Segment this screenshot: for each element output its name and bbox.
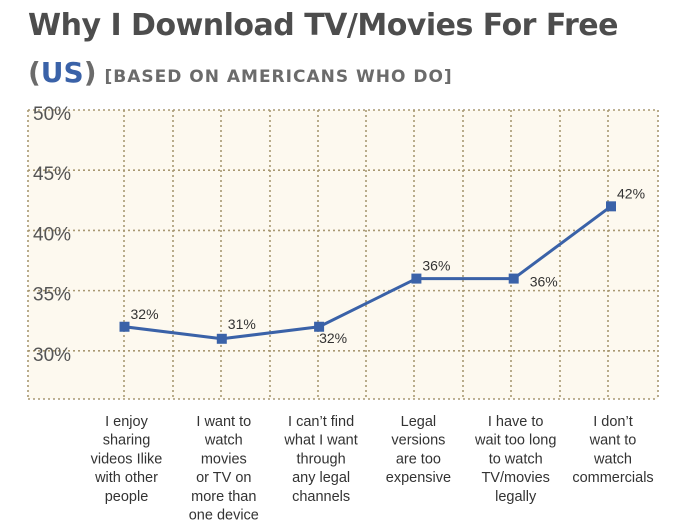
x-category-label-line: want to [589, 433, 637, 449]
x-category-label: I don’t want to watch commercials [572, 414, 653, 486]
x-category-label-line: channels [292, 489, 350, 505]
x-category-label-line: to watch [489, 451, 543, 467]
y-tick-label: 40% [33, 224, 71, 245]
x-category-label-line: expensive [386, 470, 451, 486]
data-point [216, 333, 227, 344]
data-label: 32% [319, 330, 347, 346]
x-category-label-line: I enjoy [105, 414, 148, 430]
x-category-label-line: watch [204, 433, 243, 449]
plot-area [28, 110, 658, 399]
x-category-label: I can’t find what I want through any legal c… [283, 414, 357, 505]
x-category-label-line: with other [94, 470, 158, 486]
chart-subtitle: (US) [BASED ON AMERICANS WHO DO] [28, 56, 453, 89]
x-category-label-line: sharing [103, 433, 151, 449]
x-category-label-line: any legal [292, 470, 350, 486]
y-tick-label: 50% [33, 104, 71, 125]
data-label: 31% [228, 316, 256, 332]
x-category-label-line: or TV on [196, 470, 251, 486]
data-point [411, 273, 422, 284]
series-line [124, 205, 612, 341]
y-tick-label: 30% [33, 345, 71, 366]
x-category-label: I have to wait too long to watch TV/movies l… [474, 414, 556, 505]
data-label: 32% [131, 306, 159, 322]
x-category-label-line: versions [391, 433, 445, 449]
y-tick-label: 35% [33, 285, 71, 306]
x-category-label-line: TV/movies [481, 470, 550, 486]
data-point [119, 321, 130, 332]
data-label: 42% [617, 185, 645, 201]
x-category-label: I enjoy sharing videos Ilike with other peop… [91, 414, 163, 505]
data-point [508, 273, 519, 284]
x-category-label-line: are too [396, 451, 441, 467]
subtitle-region: US [40, 56, 84, 89]
subtitle-note: [BASED ON AMERICANS WHO DO] [104, 67, 453, 87]
subtitle-close-paren: ) [83, 56, 97, 89]
x-category-label-line: one device [189, 508, 259, 524]
x-category-label-line: I don’t [593, 414, 633, 430]
x-category-label-line: legally [495, 489, 537, 505]
data-label: 36% [422, 258, 450, 274]
y-tick-label: 45% [33, 164, 71, 185]
subtitle-open-paren: ( [28, 56, 41, 89]
x-category-label-line: people [105, 489, 149, 505]
x-category-label-line: I can’t find [288, 414, 354, 430]
x-category-label-line: through [297, 451, 346, 467]
x-category-label: I want to watch movies or TV on more than one… [189, 414, 259, 524]
x-category-label-line: I want to [196, 414, 251, 430]
x-category-label: Legal versions are too expensive [386, 414, 451, 486]
x-category-label-line: Legal [401, 414, 436, 430]
x-category-label-line: more than [191, 489, 256, 505]
data-point [606, 201, 616, 212]
x-category-label-line: watch [593, 451, 632, 467]
x-category-label-line: commercials [572, 470, 653, 486]
x-category-label-line: videos Ilike [91, 451, 163, 467]
x-category-label-line: wait too long [474, 433, 556, 449]
x-category-label-line: movies [201, 451, 247, 467]
data-point [314, 321, 325, 332]
data-label: 36% [530, 274, 558, 290]
x-category-label-line: I have to [488, 414, 544, 430]
chart-title: Why I Download TV/Movies For Free [28, 8, 618, 43]
x-category-label-line: what I want [283, 433, 357, 449]
